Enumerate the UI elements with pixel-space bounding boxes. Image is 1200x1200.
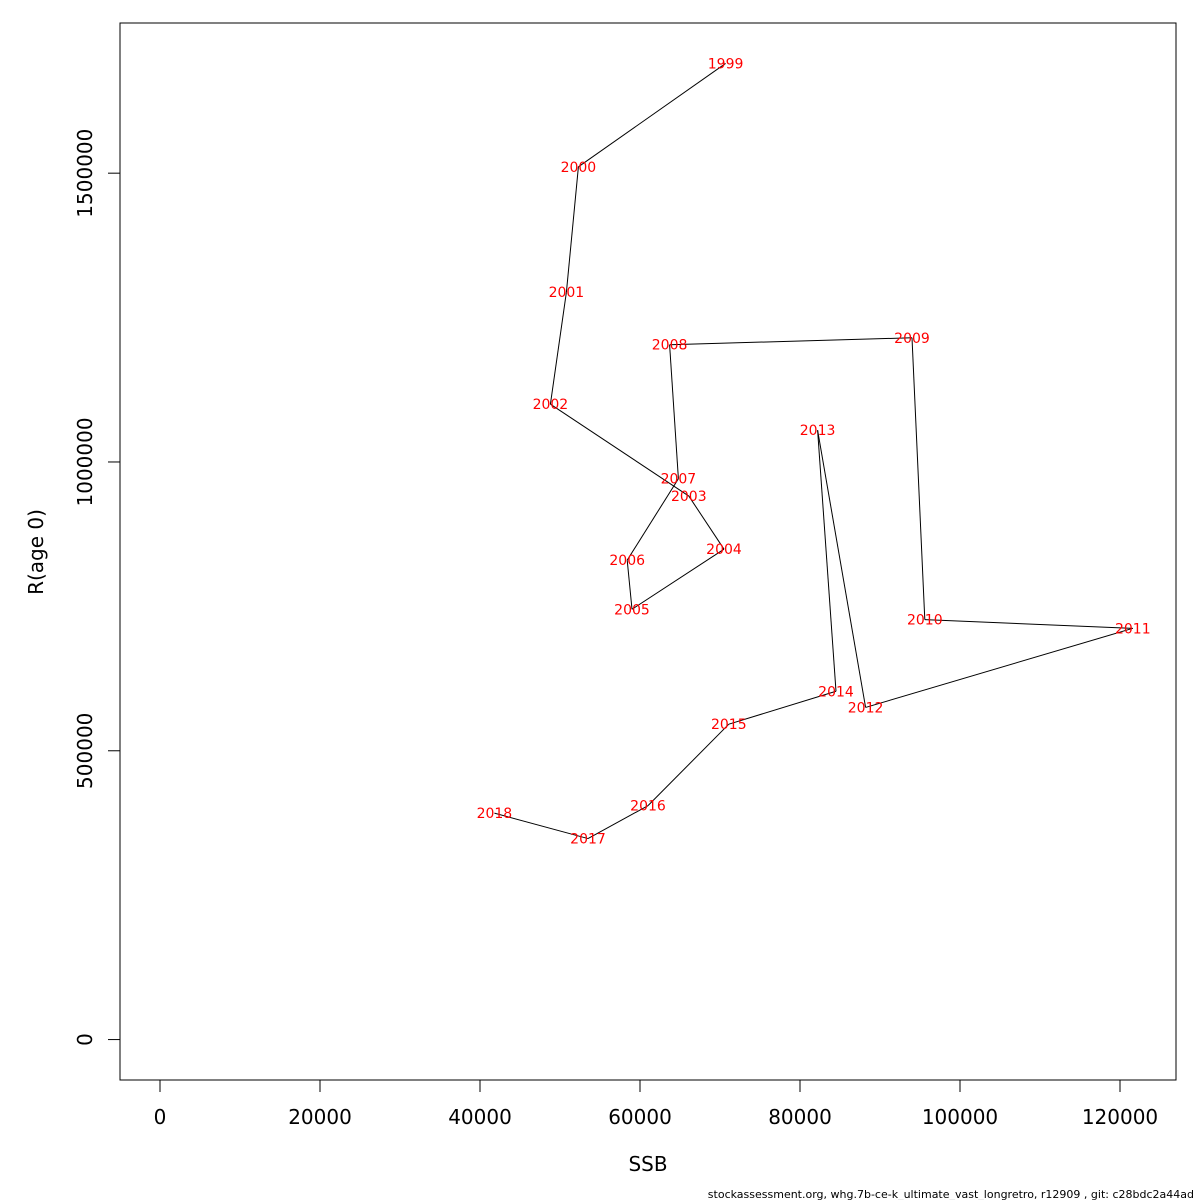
year-label: 2015 <box>711 717 747 733</box>
year-label: 2008 <box>652 338 688 354</box>
trajectory-segment <box>688 495 725 550</box>
x-tick-label: 0 <box>154 1105 167 1129</box>
year-label: 2001 <box>549 285 585 301</box>
year-label: 1999 <box>708 56 744 72</box>
trajectory-line <box>494 63 1133 840</box>
x-axis-title: SSB <box>628 1152 667 1176</box>
x-tick-label: 60000 <box>608 1105 672 1129</box>
year-label: 2014 <box>818 684 854 700</box>
year-label: 2009 <box>894 331 930 347</box>
year-labels: 1999 2000 2001 2002 2003 2004 2005 2006 2007 2008… <box>477 56 1151 847</box>
footer-credit: stockassessment.org, whg.7b-ce-k_ultimat… <box>708 1188 1194 1200</box>
year-label: 2012 <box>848 700 884 716</box>
y-axis-title: R(age 0) <box>24 509 48 595</box>
trajectory-segment <box>549 292 567 405</box>
year-label: 2003 <box>671 489 707 505</box>
trajectory-segment <box>924 619 1133 629</box>
year-label: 2005 <box>614 602 650 618</box>
x-tick-label: 80000 <box>768 1105 832 1129</box>
trajectory-segment <box>669 337 913 346</box>
trajectory-segment <box>578 63 726 168</box>
trajectory-segment <box>565 166 579 293</box>
year-label: 2013 <box>800 423 836 439</box>
trajectory-segment <box>865 627 1133 708</box>
year-label: 2000 <box>561 160 597 176</box>
year-label: 2018 <box>477 806 513 822</box>
x-tick-label: 120000 <box>1082 1105 1158 1129</box>
year-label: 2016 <box>630 799 666 815</box>
x-tick-label: 40000 <box>448 1105 512 1129</box>
year-label: 2010 <box>907 613 943 629</box>
trajectory-segment <box>587 805 649 840</box>
trajectory-segment <box>626 478 679 561</box>
trajectory-segment <box>647 723 730 806</box>
year-label: 2002 <box>533 397 569 413</box>
trajectory-segment <box>550 403 690 497</box>
trajectory-segment <box>631 548 725 610</box>
year-label: 2007 <box>661 472 697 488</box>
plot-frame <box>119 22 1177 1081</box>
trajectory-segment <box>494 812 589 840</box>
y-tick-label: 0 <box>73 1033 97 1046</box>
trajectory-segment <box>817 430 837 692</box>
trajectory-segment <box>817 430 867 708</box>
trajectory-segment <box>669 344 679 479</box>
year-label: 2006 <box>609 553 645 569</box>
year-label: 2017 <box>570 832 606 848</box>
year-label: 2011 <box>1115 621 1151 637</box>
x-tick-label: 20000 <box>288 1105 352 1129</box>
x-tick-label: 100000 <box>922 1105 998 1129</box>
y-tick-label: 500000 <box>73 713 97 789</box>
trajectory-segment <box>911 337 926 620</box>
trajectory-segment <box>728 690 837 725</box>
trajectory-segment <box>626 560 633 610</box>
y-axis: 0 500000 1000000 1500000 <box>73 129 121 1046</box>
x-axis: 0 20000 40000 60000 80000 100000 120000 <box>154 1079 1158 1129</box>
y-tick-label: 1000000 <box>73 417 97 506</box>
year-label: 2004 <box>706 542 742 558</box>
y-tick-label: 1500000 <box>73 129 97 218</box>
